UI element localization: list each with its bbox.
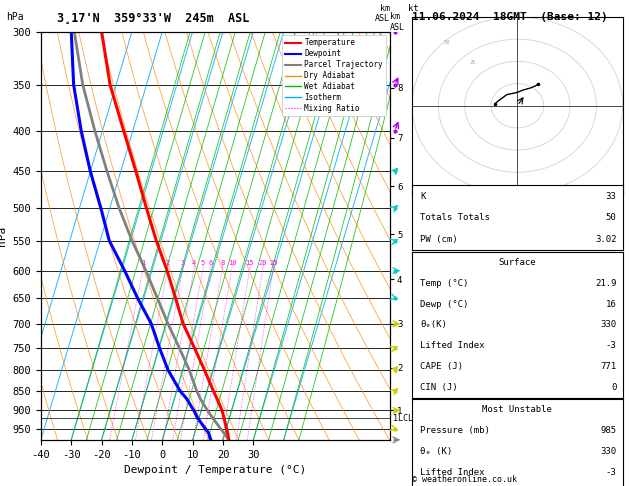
Text: Most Unstable: Most Unstable: [482, 405, 552, 415]
Text: 50: 50: [606, 213, 616, 222]
Text: Dewp (°C): Dewp (°C): [420, 300, 469, 309]
Text: kt: kt: [408, 4, 418, 14]
Text: 1: 1: [141, 260, 145, 266]
Text: -3: -3: [606, 468, 616, 477]
Text: 985: 985: [600, 426, 616, 435]
Text: 16: 16: [606, 300, 616, 309]
Text: 0: 0: [611, 382, 616, 392]
Text: CAPE (J): CAPE (J): [420, 362, 464, 371]
Text: km
ASL: km ASL: [375, 4, 390, 23]
Text: 1LCL: 1LCL: [394, 414, 413, 422]
Text: 11.06.2024  18GMT  (Base: 12): 11.06.2024 18GMT (Base: 12): [412, 12, 608, 22]
Text: Mixing Ratio (g/kg): Mixing Ratio (g/kg): [424, 188, 433, 283]
Text: 8: 8: [220, 260, 225, 266]
Text: K: K: [420, 191, 426, 201]
Text: 25: 25: [269, 260, 277, 266]
Text: 20: 20: [259, 260, 267, 266]
Legend: Temperature, Dewpoint, Parcel Trajectory, Dry Adiabat, Wet Adiabat, Isotherm, Mi: Temperature, Dewpoint, Parcel Trajectory…: [282, 35, 386, 116]
Text: 25: 25: [470, 60, 476, 65]
Text: Totals Totals: Totals Totals: [420, 213, 490, 222]
Y-axis label: hPa: hPa: [0, 226, 7, 246]
Text: Pressure (mb): Pressure (mb): [420, 426, 490, 435]
Text: 21.9: 21.9: [595, 279, 616, 288]
Text: 4: 4: [192, 260, 196, 266]
Text: © weatheronline.co.uk: © weatheronline.co.uk: [412, 474, 517, 484]
Text: km
ASL: km ASL: [390, 12, 405, 32]
Text: θₑ(K): θₑ(K): [420, 320, 447, 330]
Text: 2: 2: [165, 260, 170, 266]
Text: 33: 33: [606, 191, 616, 201]
Text: 50: 50: [443, 40, 450, 45]
X-axis label: Dewpoint / Temperature (°C): Dewpoint / Temperature (°C): [125, 465, 306, 475]
Text: 330: 330: [600, 320, 616, 330]
Text: 6: 6: [208, 260, 213, 266]
Text: Lifted Index: Lifted Index: [420, 341, 485, 350]
Text: hPa: hPa: [6, 12, 24, 22]
Text: 771: 771: [600, 362, 616, 371]
Text: PW (cm): PW (cm): [420, 235, 458, 244]
Text: CIN (J): CIN (J): [420, 382, 458, 392]
Text: Temp (°C): Temp (°C): [420, 279, 469, 288]
Text: 15: 15: [246, 260, 254, 266]
Text: Surface: Surface: [499, 258, 536, 267]
Text: 330: 330: [600, 447, 616, 456]
Text: -3: -3: [606, 341, 616, 350]
Text: 3: 3: [181, 260, 185, 266]
Text: 3¸17'N  359°33'W  245m  ASL: 3¸17'N 359°33'W 245m ASL: [57, 12, 249, 25]
Text: 3.02: 3.02: [595, 235, 616, 244]
Text: 5: 5: [201, 260, 205, 266]
Text: Lifted Index: Lifted Index: [420, 468, 485, 477]
Text: 10: 10: [228, 260, 237, 266]
Text: θₑ (K): θₑ (K): [420, 447, 453, 456]
